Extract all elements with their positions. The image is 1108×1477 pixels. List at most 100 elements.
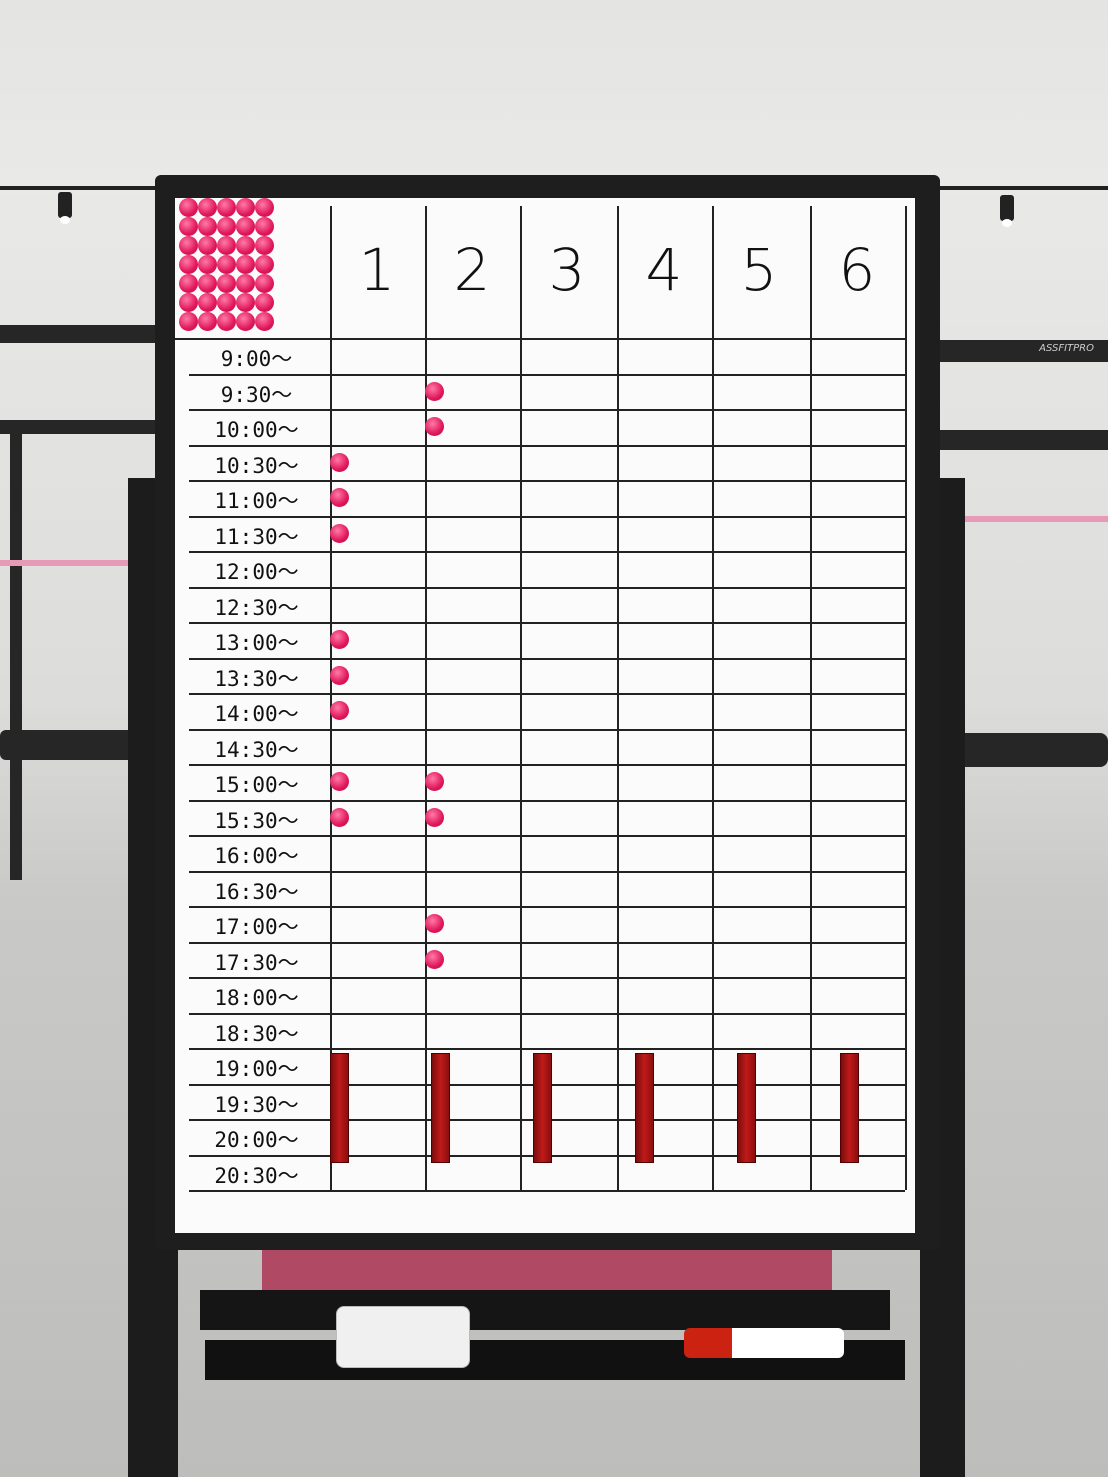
- booking-magnet[interactable]: [424, 807, 444, 827]
- spare-magnet[interactable]: [179, 255, 198, 274]
- booking-magnet[interactable]: [424, 381, 444, 401]
- spare-magnet[interactable]: [217, 236, 236, 255]
- booking-magnet[interactable]: [329, 452, 349, 472]
- grid-column-line: [617, 206, 619, 1190]
- magnet-stock[interactable]: [179, 198, 284, 338]
- grid-row-line: [189, 870, 905, 873]
- booking-magnet[interactable]: [424, 914, 444, 933]
- time-slot-label: 20:30〜: [214, 1163, 299, 1188]
- time-slot-label: 10:30〜: [214, 453, 299, 478]
- grid-row-line: [189, 693, 905, 695]
- booking-magnet[interactable]: [424, 772, 444, 791]
- spare-magnet[interactable]: [217, 312, 236, 331]
- spare-magnet[interactable]: [255, 255, 274, 274]
- spare-magnet[interactable]: [217, 255, 236, 274]
- blocker-magnet-bar[interactable]: [839, 1053, 859, 1163]
- blocker-magnet-bar[interactable]: [430, 1053, 450, 1163]
- spare-magnet[interactable]: [198, 293, 217, 312]
- grid-row-line: [189, 941, 905, 944]
- booking-magnet[interactable]: [329, 772, 349, 791]
- grid-row-line: [189, 409, 905, 411]
- grid-column-line: [330, 206, 332, 1190]
- booking-magnet[interactable]: [424, 417, 444, 436]
- grid-row-line: [189, 728, 905, 731]
- spare-magnet[interactable]: [217, 217, 236, 236]
- spare-magnet[interactable]: [236, 274, 255, 293]
- spare-magnet[interactable]: [179, 198, 198, 217]
- grid-row-line: [189, 480, 905, 482]
- grid-row-line: [189, 622, 905, 624]
- booking-magnet[interactable]: [329, 701, 349, 720]
- spare-magnet[interactable]: [179, 236, 198, 255]
- time-slot-label: 20:00〜: [214, 1128, 299, 1152]
- spare-magnet[interactable]: [198, 198, 217, 217]
- time-slot-label: 12:00〜: [214, 560, 299, 584]
- grid-row-line: [189, 444, 905, 447]
- spare-magnet[interactable]: [255, 236, 274, 255]
- spare-magnet[interactable]: [198, 312, 217, 331]
- spare-magnet[interactable]: [198, 274, 217, 293]
- spare-magnet[interactable]: [236, 198, 255, 217]
- blocker-magnet-bar[interactable]: [737, 1053, 756, 1163]
- time-slot-label: 13:00〜: [214, 631, 299, 655]
- spare-magnet[interactable]: [179, 217, 198, 236]
- spare-magnet[interactable]: [255, 274, 274, 293]
- gym-rack-left: [0, 325, 165, 343]
- column-number-2: 2: [453, 236, 491, 304]
- spare-magnet[interactable]: [198, 255, 217, 274]
- spare-magnet[interactable]: [255, 312, 274, 331]
- grid-row-line: [189, 373, 905, 376]
- spare-magnet[interactable]: [236, 312, 255, 331]
- grid-row-line: [189, 1012, 905, 1015]
- time-slot-label: 19:30〜: [214, 1092, 299, 1117]
- eraser[interactable]: [336, 1306, 470, 1368]
- pink-mat: [262, 1250, 832, 1290]
- spare-magnet[interactable]: [236, 293, 255, 312]
- spare-magnet[interactable]: [236, 236, 255, 255]
- barbell-right: [960, 516, 1108, 522]
- column-number-5: 5: [740, 236, 778, 304]
- time-slot-label: 11:30〜: [214, 524, 299, 549]
- spare-magnet[interactable]: [179, 312, 198, 331]
- booking-magnet[interactable]: [329, 630, 349, 649]
- time-slot-label: 11:00〜: [214, 489, 299, 513]
- marker-pens[interactable]: [684, 1328, 844, 1358]
- spare-magnet[interactable]: [217, 274, 236, 293]
- grid-row-line: [189, 764, 905, 766]
- spare-magnet[interactable]: [179, 293, 198, 312]
- grid-row-line: [189, 835, 905, 837]
- time-slot-label: 16:00〜: [214, 844, 299, 868]
- blocker-magnet-bar[interactable]: [634, 1053, 654, 1163]
- booking-magnet[interactable]: [329, 665, 349, 685]
- time-slot-label: 10:00〜: [214, 418, 299, 442]
- gym-rack-right: ASSFITPRO: [935, 340, 1108, 362]
- spare-magnet[interactable]: [236, 255, 255, 274]
- booking-magnet[interactable]: [424, 949, 444, 969]
- spare-magnet[interactable]: [236, 217, 255, 236]
- grid-row-line: [189, 1048, 905, 1050]
- grid-column-line: [905, 206, 907, 1190]
- spare-magnet[interactable]: [179, 274, 198, 293]
- booking-magnet[interactable]: [329, 523, 349, 543]
- grid-row-line: [189, 551, 905, 553]
- grid-column-line: [520, 206, 522, 1190]
- grid-row-line: [189, 799, 905, 802]
- spare-magnet[interactable]: [217, 293, 236, 312]
- column-number-6: 6: [838, 236, 876, 304]
- column-number-4: 4: [645, 236, 683, 304]
- spare-magnet[interactable]: [255, 198, 274, 217]
- booking-magnet[interactable]: [329, 488, 349, 507]
- booking-magnet[interactable]: [329, 807, 349, 827]
- spare-magnet[interactable]: [198, 236, 217, 255]
- spotlight-icon: [1000, 195, 1014, 227]
- spare-magnet[interactable]: [255, 293, 274, 312]
- blocker-magnet-bar[interactable]: [532, 1053, 552, 1163]
- grid-row-line: [189, 906, 905, 908]
- blocker-magnet-bar[interactable]: [329, 1053, 349, 1163]
- spare-magnet[interactable]: [198, 217, 217, 236]
- whiteboard: 1 2 3 4 5 6 9:00〜 9:30〜 10:00〜 10:30〜 11:00〜 11:30〜…: [175, 198, 915, 1233]
- column-number-1: 1: [358, 236, 396, 304]
- grid-column-line: [712, 206, 714, 1190]
- spare-magnet[interactable]: [255, 217, 274, 236]
- spare-magnet[interactable]: [217, 198, 236, 217]
